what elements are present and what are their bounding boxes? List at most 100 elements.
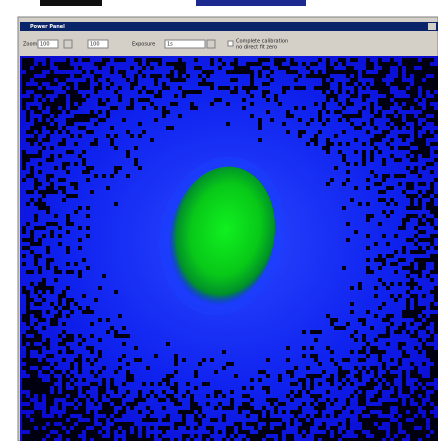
noise-pixel	[98, 86, 102, 90]
noise-pixel	[422, 70, 426, 74]
noise-pixel	[74, 426, 78, 430]
noise-pixel	[250, 422, 254, 426]
noise-pixel	[374, 426, 378, 430]
noise-pixel	[366, 130, 370, 134]
noise-pixel	[414, 258, 418, 262]
noise-pixel	[70, 362, 74, 366]
noise-pixel	[382, 402, 386, 406]
noise-pixel	[234, 58, 238, 62]
noise-pixel	[346, 322, 350, 326]
noise-pixel	[278, 418, 282, 422]
noise-pixel	[370, 74, 374, 78]
noise-pixel	[402, 434, 406, 438]
noise-pixel	[226, 122, 230, 126]
noise-pixel	[394, 82, 398, 86]
noise-pixel	[174, 422, 178, 426]
noise-pixel	[334, 426, 338, 430]
noise-pixel	[406, 166, 410, 170]
noise-pixel	[30, 70, 34, 74]
noise-pixel	[66, 66, 70, 70]
noise-pixel	[26, 118, 30, 122]
noise-pixel	[54, 370, 58, 374]
noise-pixel	[382, 386, 386, 390]
noise-pixel	[422, 394, 426, 398]
noise-pixel	[350, 382, 354, 386]
noise-pixel	[54, 122, 58, 126]
noise-pixel	[42, 226, 46, 230]
noise-pixel	[318, 410, 322, 414]
noise-pixel	[390, 58, 394, 62]
checkbox[interactable]	[228, 41, 233, 46]
noise-pixel	[62, 290, 66, 294]
noise-pixel	[34, 118, 38, 122]
noise-pixel	[42, 234, 46, 238]
noise-pixel	[94, 122, 98, 126]
noise-pixel	[30, 94, 34, 98]
noise-pixel	[314, 394, 318, 398]
noise-pixel	[402, 326, 406, 330]
noise-pixel	[66, 222, 70, 226]
noise-pixel	[198, 362, 202, 366]
noise-pixel	[266, 110, 270, 114]
noise-pixel	[306, 422, 310, 426]
noise-pixel	[294, 62, 298, 66]
noise-pixel	[70, 150, 74, 154]
noise-pixel	[150, 138, 154, 142]
noise-pixel	[402, 62, 406, 66]
noise-pixel	[22, 78, 26, 82]
noise-pixel	[30, 390, 34, 394]
noise-pixel	[198, 406, 202, 410]
noise-pixel	[30, 310, 34, 314]
noise-pixel	[426, 218, 430, 222]
noise-pixel	[66, 398, 70, 402]
noise-pixel	[26, 78, 30, 82]
noise-pixel	[22, 90, 26, 94]
noise-pixel	[242, 430, 246, 434]
noise-pixel	[66, 298, 70, 302]
noise-pixel	[78, 422, 82, 426]
noise-pixel	[106, 318, 110, 322]
noise-pixel	[426, 82, 430, 86]
noise-pixel	[398, 258, 402, 262]
zoom-dropdown[interactable]	[64, 40, 72, 48]
noise-pixel	[370, 430, 374, 434]
noise-pixel	[42, 390, 46, 394]
exposure-dropdown[interactable]	[207, 40, 215, 48]
noise-pixel	[210, 62, 214, 66]
noise-pixel	[434, 350, 438, 354]
noise-pixel	[414, 242, 418, 246]
noise-pixel	[54, 306, 58, 310]
noise-pixel	[42, 90, 46, 94]
noise-pixel	[58, 370, 62, 374]
noise-pixel	[334, 98, 338, 102]
noise-pixel	[270, 418, 274, 422]
noise-pixel	[394, 78, 398, 82]
noise-pixel	[66, 306, 70, 310]
noise-pixel	[374, 294, 378, 298]
noise-pixel	[422, 230, 426, 234]
noise-pixel	[174, 426, 178, 430]
noise-pixel	[118, 86, 122, 90]
noise-pixel	[98, 426, 102, 430]
noise-pixel	[434, 82, 438, 86]
close-button[interactable]	[428, 23, 436, 30]
noise-pixel	[66, 410, 70, 414]
noise-pixel	[38, 150, 42, 154]
noise-pixel	[38, 182, 42, 186]
noise-pixel	[38, 382, 42, 386]
noise-pixel	[110, 418, 114, 422]
noise-pixel	[422, 306, 426, 310]
noise-pixel	[310, 382, 314, 386]
noise-pixel	[70, 350, 74, 354]
noise-pixel	[30, 406, 34, 410]
noise-pixel	[166, 374, 170, 378]
noise-pixel	[434, 294, 438, 298]
noise-pixel	[118, 98, 122, 102]
noise-pixel	[366, 234, 370, 238]
noise-pixel	[94, 86, 98, 90]
noise-pixel	[274, 406, 278, 410]
noise-pixel	[414, 86, 418, 90]
noise-pixel	[410, 430, 414, 434]
noise-pixel	[90, 166, 94, 170]
noise-pixel	[34, 322, 38, 326]
